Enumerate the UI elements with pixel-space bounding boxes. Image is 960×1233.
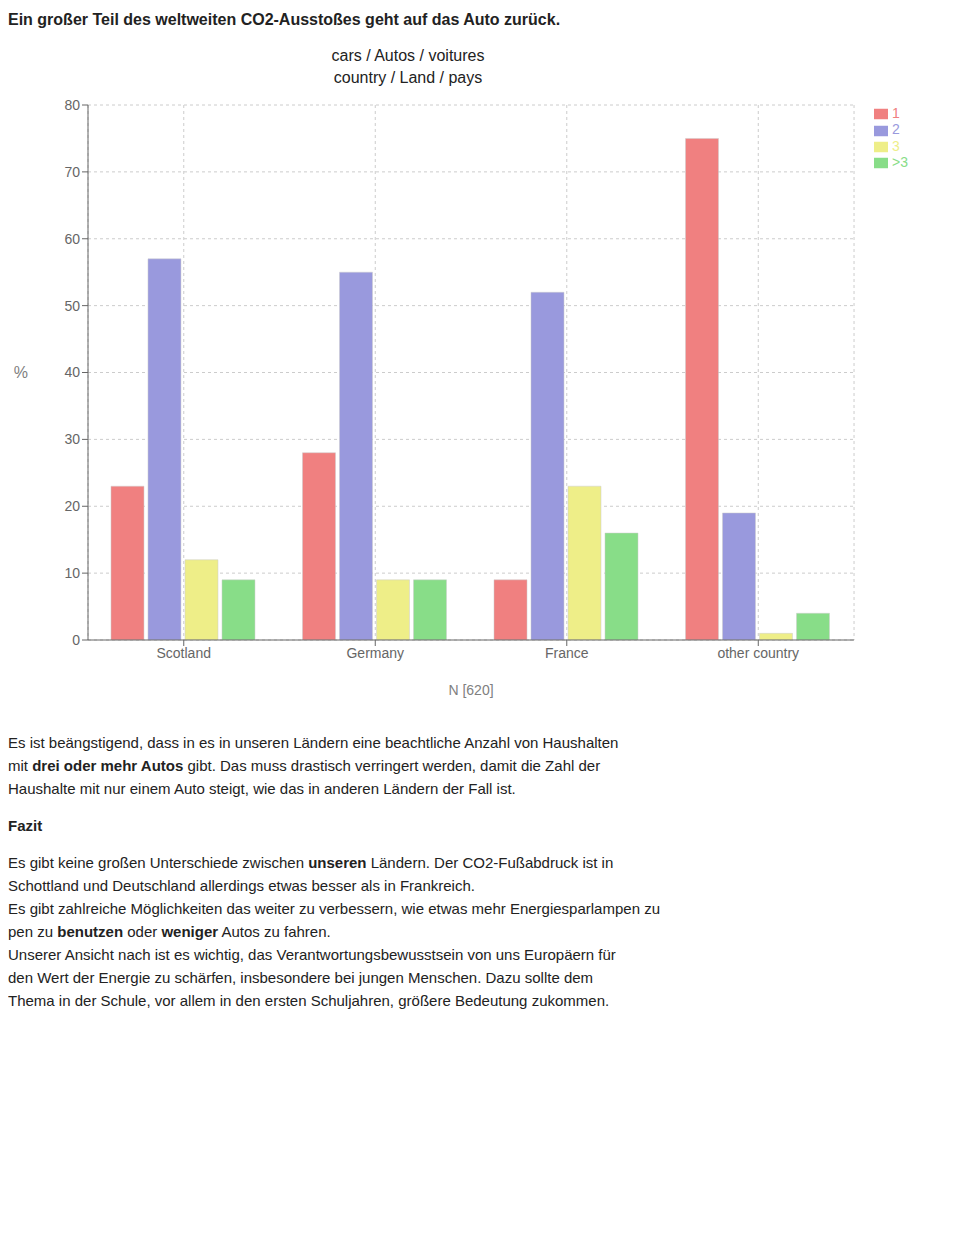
svg-text:20: 20 <box>64 498 80 514</box>
html-text:1: 1 <box>892 105 900 121</box>
svg-text:%: % <box>14 364 28 381</box>
html-text:Thema in der Schule, vor allem: Thema in der Schule, vor allem in den er… <box>8 992 610 1009</box>
svg-text:10: 10 <box>64 565 80 581</box>
html-text:>3: >3 <box>892 153 908 170</box>
html-text:mit drei oder mehr Autos gibt.: mit drei oder mehr Autos gibt. Das muss … <box>8 757 601 774</box>
svg-text:France: France <box>545 645 589 661</box>
svg-text:80: 80 <box>64 97 80 113</box>
svg-text:50: 50 <box>64 298 80 314</box>
svg-text:60: 60 <box>64 231 80 247</box>
html-text:Es gibt zahlreiche Möglichkeit: Es gibt zahlreiche Möglichkeiten das wei… <box>8 900 660 917</box>
html-text:3: 3 <box>892 137 900 154</box>
html-text:2: 2 <box>892 121 900 138</box>
svg-text:30: 30 <box>64 431 80 447</box>
html-text:Es gibt keine großen Unterschi: Es gibt keine großen Unterschiede zwisch… <box>8 854 614 871</box>
svg-text:N [620]: N [620] <box>448 682 493 698</box>
html-text:cars / Autos / voitures: cars / Autos / voitures <box>331 47 485 64</box>
svg-text:70: 70 <box>64 164 80 180</box>
svg-text:0: 0 <box>72 632 80 648</box>
html-text:Es ist beängstigend, dass in e: Es ist beängstigend, dass in es in unser… <box>8 734 619 751</box>
html-text:Fazit: Fazit <box>8 817 43 834</box>
html-text:den Wert der Energie zu schärf: den Wert der Energie zu schärfen, insbes… <box>8 969 594 986</box>
html-text:Unserer Ansicht nach ist es wi: Unserer Ansicht nach ist es wichtig, das… <box>8 946 616 963</box>
html-text:Schottland und Deutschland all: Schottland und Deutschland allerdings et… <box>8 877 475 894</box>
html-text:Ein großer Teil des weltweiten: Ein großer Teil des weltweiten CO2-Ausst… <box>8 11 561 28</box>
html-text:Haushalte mit nur einem Auto s: Haushalte mit nur einem Auto steigt, wie… <box>8 780 516 797</box>
svg-text:other country: other country <box>717 645 799 661</box>
svg-text:40: 40 <box>64 364 80 380</box>
svg-text:Germany: Germany <box>346 645 404 661</box>
svg-text:Scotland: Scotland <box>157 645 211 661</box>
html-text:pen zu benutzen oder weniger A: pen zu benutzen oder weniger Autos zu fa… <box>8 923 331 940</box>
html-text:country / Land / pays: country / Land / pays <box>333 69 483 86</box>
